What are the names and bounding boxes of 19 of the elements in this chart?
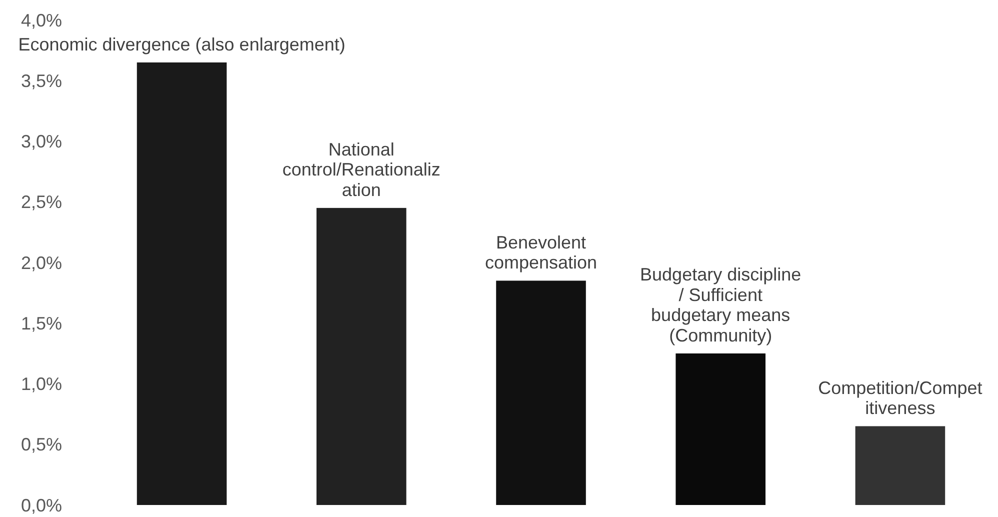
y-tick-label: 0,5%: [20, 434, 62, 455]
y-tick-label: 4,0%: [20, 10, 62, 30]
y-tick-label: 0,0%: [20, 495, 62, 516]
bar: [496, 280, 586, 505]
y-tick-label: 2,0%: [20, 252, 62, 273]
bar: [676, 353, 766, 505]
y-tick-label: 3,0%: [20, 132, 62, 152]
bar: [855, 426, 946, 505]
x-tick-label: Competition/Competitiveness: [818, 378, 982, 418]
x-tick-label: National control/Renationalization: [282, 139, 440, 200]
y-tick-label: 3,5%: [20, 70, 62, 91]
x-tick-label: Budgetary discipline / Sufficient budgetary means (Community): [640, 264, 802, 346]
y-tick-label: 2,5%: [20, 192, 62, 212]
y-tick-label: 1,5%: [20, 313, 62, 334]
bar: [316, 208, 406, 505]
x-tick-label: Economic divergence (also enlargement): [18, 34, 346, 54]
x-tick-label: Benevolent compensation: [484, 232, 598, 273]
bar: [136, 62, 227, 505]
y-tick-label: 1,0%: [20, 374, 62, 394]
